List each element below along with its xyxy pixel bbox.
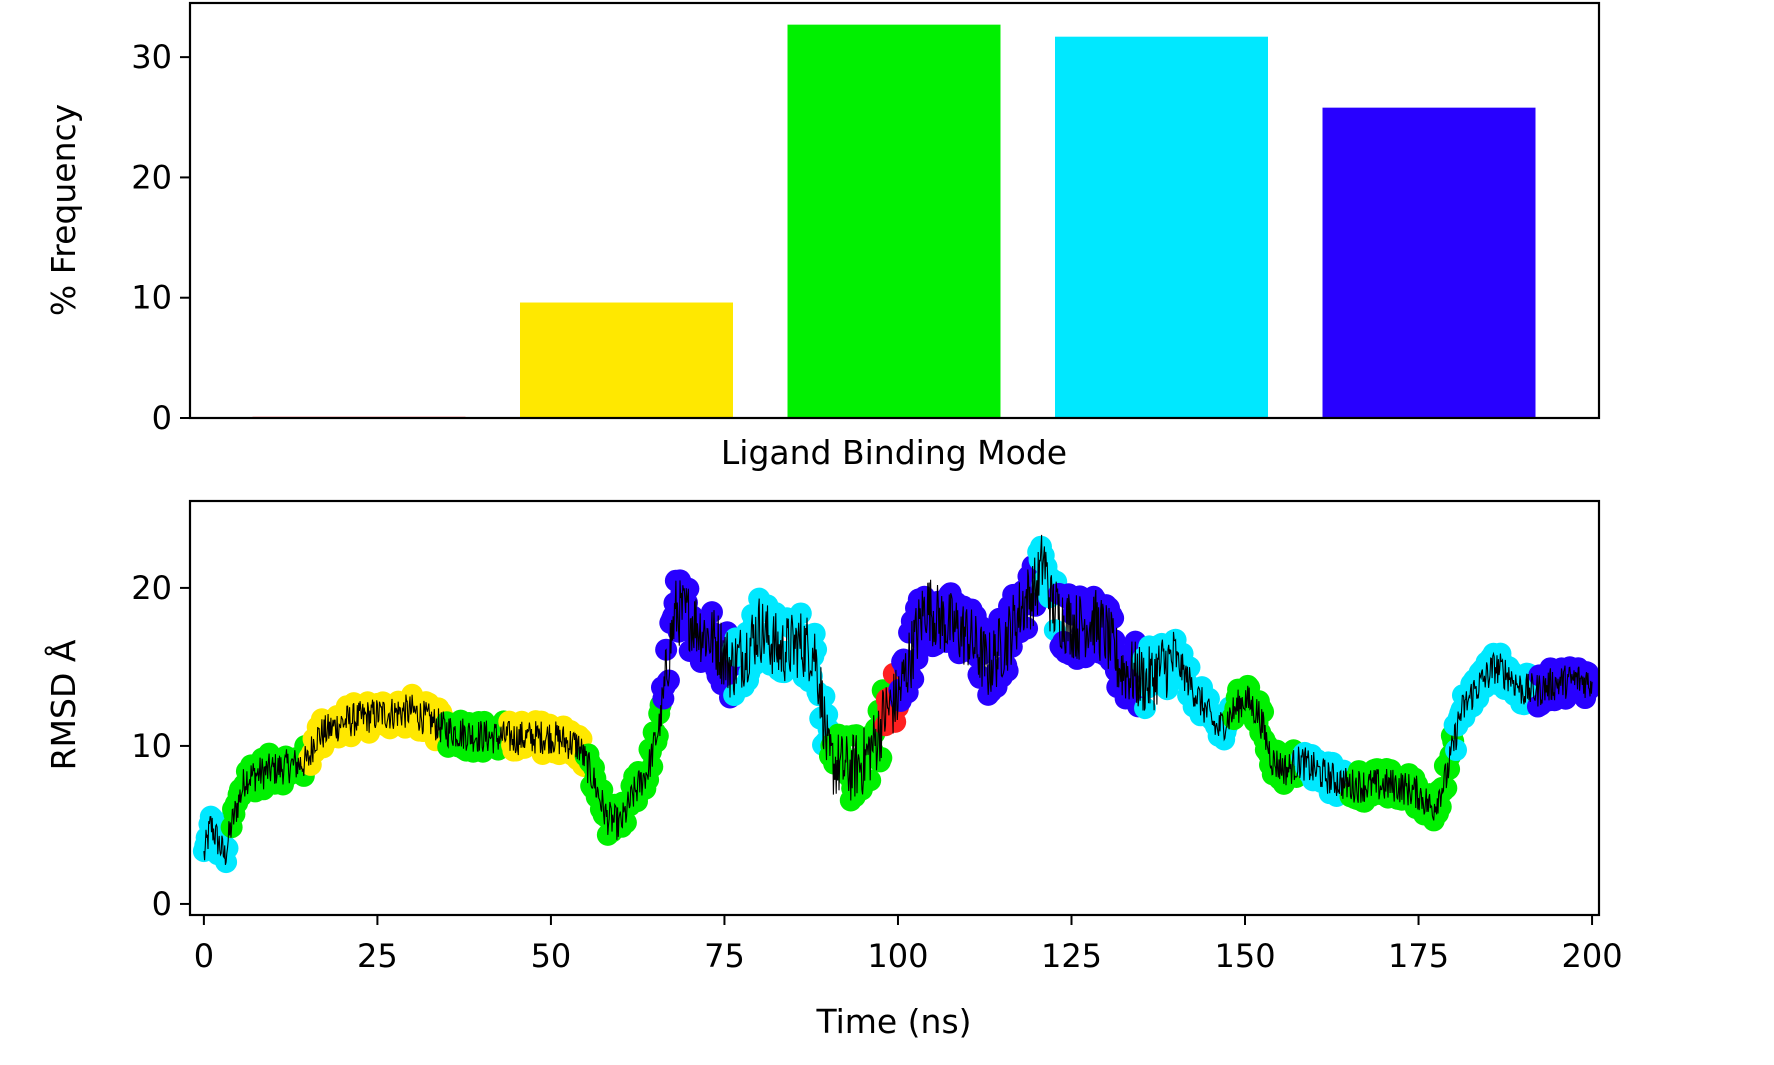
y-tick-label: 0 (152, 399, 172, 437)
x-tick-label: 150 (1214, 937, 1275, 975)
rmsd-chart-panel: 0 10 20 0 25 50 75 100 125 150 175 200 RMSD Å Time… (43, 499, 1623, 1041)
bar-mode-4 (1055, 36, 1268, 419)
y-tick-label: 20 (131, 569, 172, 607)
rmsd-chart-x-ticks: 0 25 50 75 100 125 150 175 200 (194, 915, 1623, 975)
y-tick-label: 0 (152, 885, 172, 923)
y-tick-label: 10 (131, 279, 172, 317)
rmsd-point (789, 602, 812, 625)
bar-mode-3 (787, 24, 1001, 419)
bar-mode-2 (520, 302, 733, 418)
x-tick-label: 200 (1562, 937, 1623, 975)
bar-chart-y-axis-label: % Frequency (44, 104, 83, 316)
y-tick-label: 10 (131, 727, 172, 765)
y-tick-label: 20 (131, 158, 172, 196)
bar-chart-frame (188, 1, 1601, 420)
rmsd-chart-frame (188, 499, 1601, 917)
bar-mode-5 (1322, 107, 1536, 419)
rmsd-chart-y-axis-label: RMSD Å (43, 639, 83, 770)
rmsd-chart-y-ticks: 0 10 20 (131, 569, 190, 923)
x-tick-label: 50 (531, 937, 572, 975)
x-tick-label: 125 (1041, 937, 1102, 975)
y-tick-label: 30 (131, 38, 172, 76)
x-tick-label: 75 (704, 937, 745, 975)
x-tick-label: 0 (194, 937, 214, 975)
x-tick-label: 25 (357, 937, 398, 975)
bar-chart-y-ticks: 0 10 20 30 (131, 38, 190, 437)
rmsd-chart-x-axis-label: Time (ns) (815, 1002, 971, 1041)
x-tick-label: 175 (1388, 937, 1449, 975)
bar-chart-x-axis-label: Ligand Binding Mode (721, 433, 1067, 472)
rmsd-point (1016, 617, 1039, 640)
bar-chart-panel: 0 10 20 30 % Frequency Ligand Binding Mode (44, 1, 1601, 472)
rmsd-trace-line (203, 534, 1593, 865)
bars-group (252, 24, 1536, 419)
rmsd-point (1445, 739, 1468, 762)
x-tick-label: 100 (867, 937, 928, 975)
